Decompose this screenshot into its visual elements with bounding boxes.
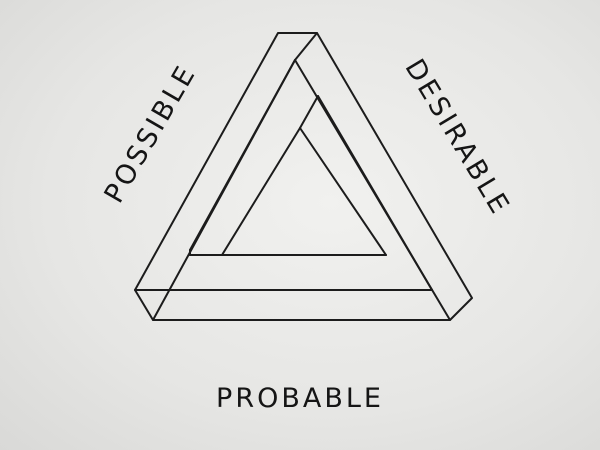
- label-possible: POSSIBLE: [99, 59, 203, 208]
- label-desirable: DESIRABLE: [398, 54, 516, 221]
- label-probable: PROBABLE: [216, 383, 384, 414]
- penrose-triangle: [134, 32, 473, 321]
- right-beam-inner-edge: [317, 95, 433, 291]
- inner-triangle-left-join: [299, 95, 319, 129]
- left-beam-bottom-edge: [189, 59, 296, 251]
